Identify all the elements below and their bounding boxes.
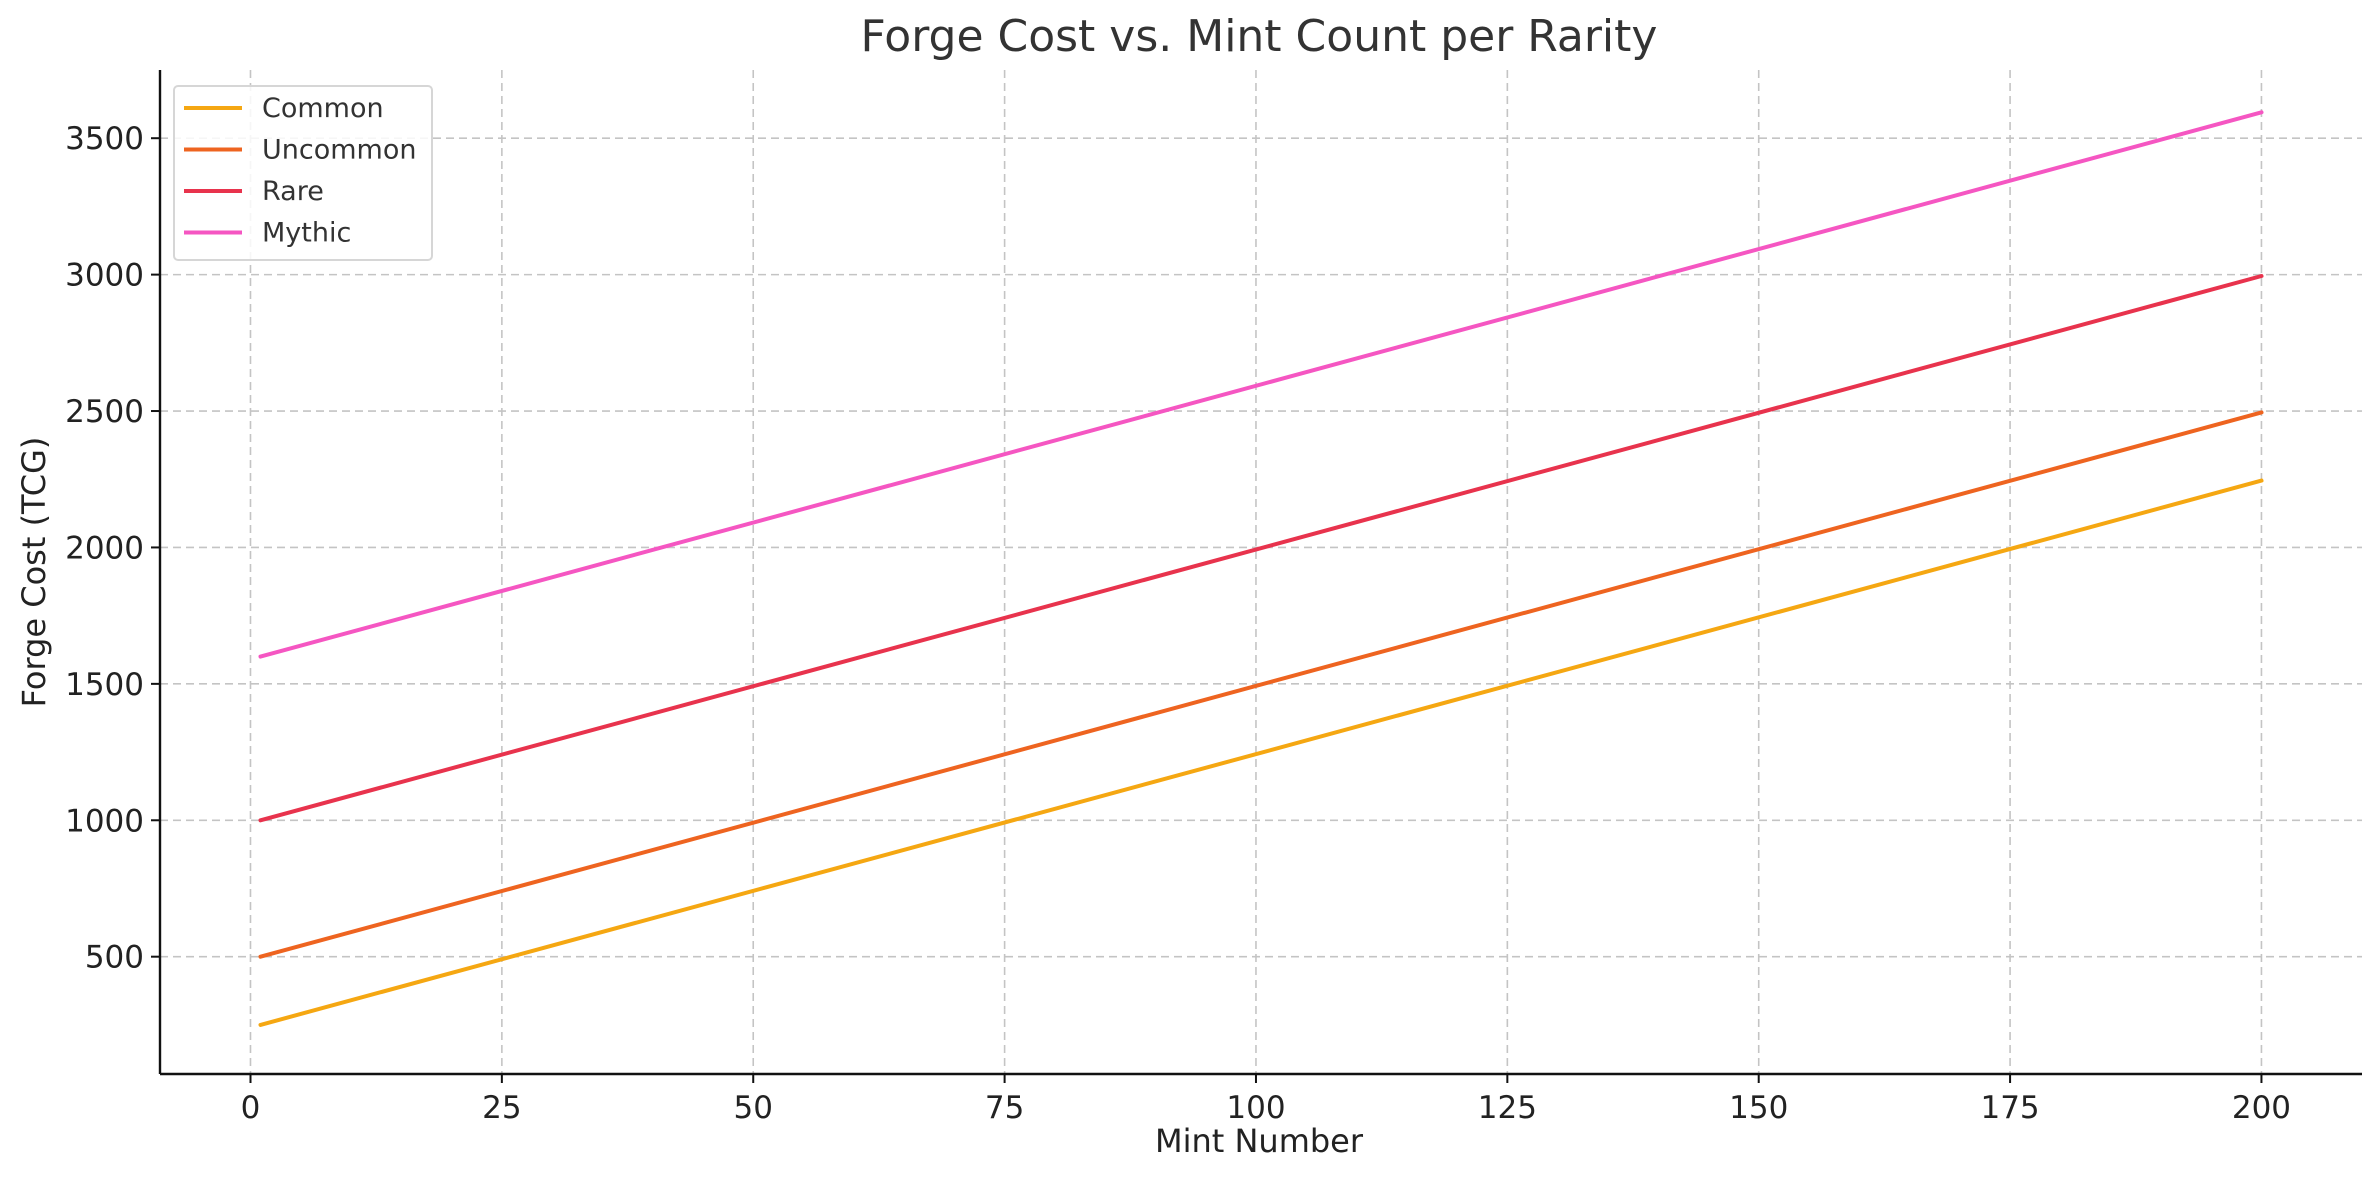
grid [160,70,2362,1074]
x-tick-label: 25 [482,1090,521,1126]
y-tick-label: 2500 [65,394,144,430]
y-tick-label: 3000 [65,258,144,294]
y-tick-label: 1000 [65,803,144,839]
x-tick-label: 50 [734,1090,773,1126]
y-tick-label: 3500 [65,121,144,157]
series-line-mythic [258,110,2264,659]
legend-frame [173,85,433,261]
series-line-uncommon [258,410,2264,959]
x-tick-label: 150 [1729,1090,1788,1126]
ticks: 0 25 50 75 100 125 150 175 200 500 1000 1500 2000 250… [65,121,2291,1126]
y-tick-label: 2000 [65,530,144,566]
y-tick-label: 500 [85,940,144,976]
x-tick-label: 200 [2232,1090,2291,1126]
x-tick-label: 75 [985,1090,1024,1126]
x-tick-label: 100 [1226,1090,1285,1126]
x-tick-label: 0 [241,1090,261,1126]
y-axis-label: Forge Cost (TCG) [15,437,53,708]
series-lines [258,110,2264,1027]
x-axis-label: Mint Number [1155,1122,1364,1160]
legend-label-uncommon: Uncommon [262,135,416,166]
x-tick-label: 125 [1478,1090,1537,1126]
axes [158,70,2362,1076]
legend-label-common: Common [262,93,384,124]
series-line-common [258,478,2264,1027]
legend-label-mythic: Mythic [262,218,351,249]
legend-label-rare: Rare [262,176,324,207]
x-tick-label: 175 [1980,1090,2039,1126]
y-tick-label: 1500 [65,667,144,703]
series-line-rare [258,274,2264,823]
chart-title: Forge Cost vs. Mint Count per Rarity [861,11,1658,62]
legend: Common Uncommon Rare Mythic [173,85,433,261]
